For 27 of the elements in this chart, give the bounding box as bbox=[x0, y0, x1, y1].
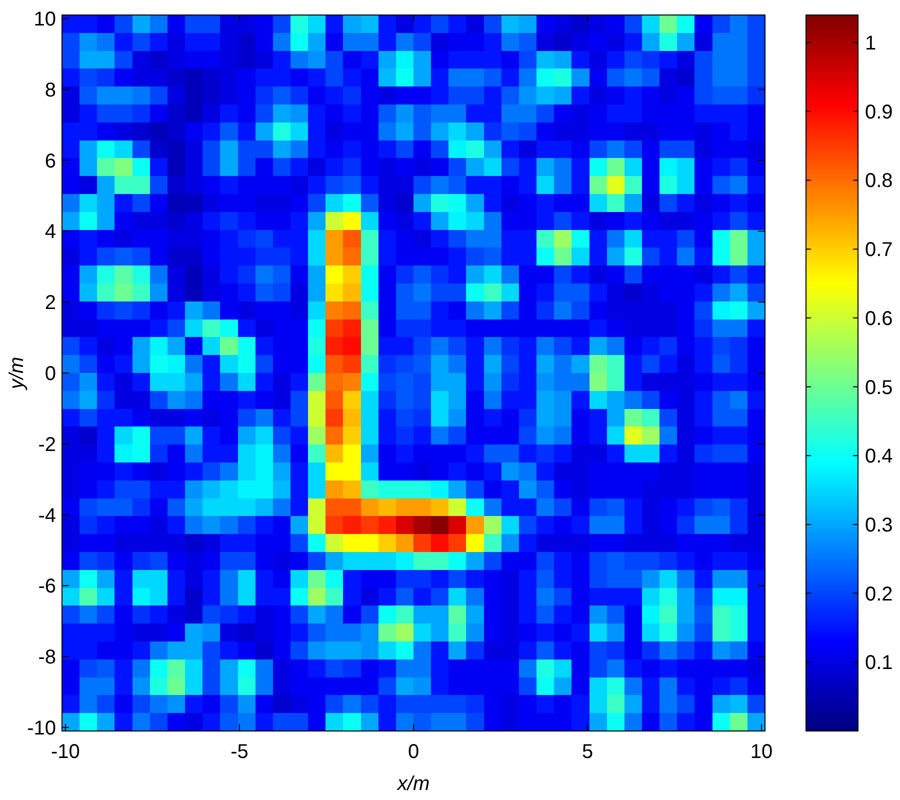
color-bar-label: 0.4 bbox=[865, 446, 893, 468]
color-bar-label: 0.5 bbox=[865, 376, 893, 399]
y-tick-label: -4 bbox=[38, 504, 56, 527]
color-bar-label: 0.7 bbox=[865, 239, 893, 262]
y-axis-title: y/m bbox=[6, 356, 28, 392]
y-tick-label: 6 bbox=[44, 150, 56, 172]
x-tick-label: 5 bbox=[582, 741, 594, 763]
y-tick-label: -8 bbox=[38, 646, 56, 669]
color-bar-label: 0.3 bbox=[865, 514, 893, 536]
x-tick-label: 0 bbox=[408, 741, 420, 763]
y-tick-label: 0 bbox=[44, 363, 56, 385]
y-tick-label: 2 bbox=[44, 292, 56, 314]
x-axis-title: x/m bbox=[396, 773, 430, 795]
y-tick-label: -10 bbox=[27, 717, 56, 740]
color-bar-label: 0.1 bbox=[865, 652, 893, 674]
color-bar-label: 0.6 bbox=[865, 308, 893, 330]
color-bar-label: 0.9 bbox=[865, 101, 893, 124]
y-tick-label: 10 bbox=[34, 8, 56, 31]
color-bar-label: 0.8 bbox=[865, 170, 893, 192]
y-tick-label: 4 bbox=[44, 221, 56, 244]
x-tick-label: -5 bbox=[230, 741, 248, 763]
color-bar-label: 1 bbox=[865, 32, 876, 55]
y-tick-label: 8 bbox=[44, 79, 56, 102]
y-tick-label: -6 bbox=[38, 576, 56, 598]
color-bar-label: 0.2 bbox=[865, 583, 893, 606]
x-tick-label: 10 bbox=[750, 741, 773, 763]
y-tick-label: -2 bbox=[38, 434, 56, 456]
